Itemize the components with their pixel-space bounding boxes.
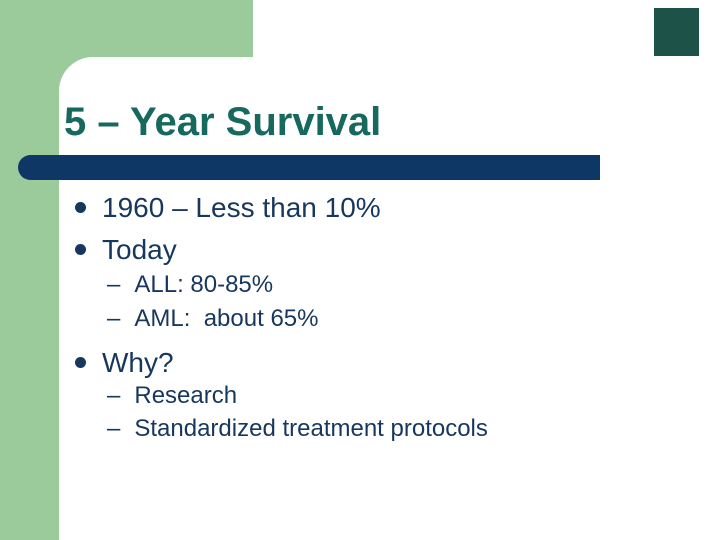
bullet-dash-icon: – [107,305,121,332]
bullet-item: Today [75,236,177,264]
bullet-text: ALL: 80-85% [134,271,274,298]
bullet-text: AML: about 65% [134,305,319,332]
sub-bullet-item: – AML: about 65% [107,307,318,331]
bullet-dot-icon [75,357,86,369]
sub-bullet-item: – Standardized treatment protocols [107,417,488,441]
slide-title: 5 – Year Survival [64,100,382,144]
bullet-item: 1960 – Less than 10% [75,194,381,222]
corner-accent-square [654,8,699,56]
bullet-text: Today [102,234,177,265]
title-underline-bar [18,155,600,180]
bullet-text: 1960 – Less than 10% [102,192,381,223]
sub-bullet-item: – Research [107,384,237,408]
bullet-dot-icon [75,202,86,214]
sub-bullet-item: – ALL: 80-85% [107,273,273,297]
bullet-text: Research [134,382,238,409]
bullet-dash-icon: – [107,382,121,409]
bullet-dot-icon [75,244,86,256]
bullet-text: Standardized treatment protocols [134,415,488,442]
content-panel [59,57,720,540]
bullet-item: Why? [75,349,174,377]
bullet-dash-icon: – [107,271,121,298]
bullet-dash-icon: – [107,415,121,442]
bullet-text: Why? [102,347,174,378]
